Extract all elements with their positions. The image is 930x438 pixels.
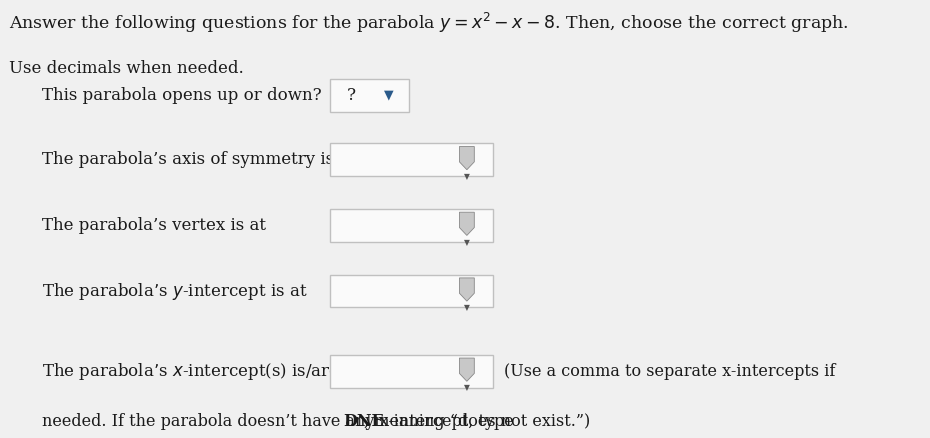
Polygon shape	[459, 147, 474, 170]
Text: (Use a comma to separate x-intercepts if: (Use a comma to separate x-intercepts if	[504, 363, 835, 380]
Text: The parabola’s $x$-intercept(s) is/are: The parabola’s $x$-intercept(s) is/are	[42, 361, 339, 381]
FancyBboxPatch shape	[330, 209, 493, 242]
FancyBboxPatch shape	[330, 355, 493, 388]
Text: The parabola’s vertex is at: The parabola’s vertex is at	[42, 217, 266, 234]
Text: , meaning “does not exist.”): , meaning “does not exist.”)	[364, 413, 590, 430]
Polygon shape	[459, 358, 474, 381]
Polygon shape	[459, 212, 474, 236]
Polygon shape	[459, 278, 474, 301]
Text: The parabola’s $y$-intercept is at: The parabola’s $y$-intercept is at	[42, 281, 308, 301]
Text: This parabola opens up or down?: This parabola opens up or down?	[42, 87, 322, 104]
Text: ▼: ▼	[464, 237, 470, 247]
Text: The parabola’s axis of symmetry is: The parabola’s axis of symmetry is	[42, 151, 334, 168]
Text: ?: ?	[347, 87, 356, 104]
Text: needed. If the parabola doesn’t have any x-intercept, type: needed. If the parabola doesn’t have any…	[42, 413, 519, 430]
Text: Use decimals when needed.: Use decimals when needed.	[9, 60, 244, 78]
FancyBboxPatch shape	[330, 275, 493, 307]
Text: Answer the following questions for the parabola $y = x^2 - x - 8$. Then, choose : Answer the following questions for the p…	[9, 11, 849, 35]
Text: ▼: ▼	[384, 89, 393, 102]
Text: ▼: ▼	[464, 303, 470, 312]
Text: ▼: ▼	[464, 172, 470, 181]
FancyBboxPatch shape	[330, 79, 409, 112]
FancyBboxPatch shape	[330, 143, 493, 176]
Text: ▼: ▼	[464, 384, 470, 392]
Text: DNE: DNE	[343, 413, 384, 430]
